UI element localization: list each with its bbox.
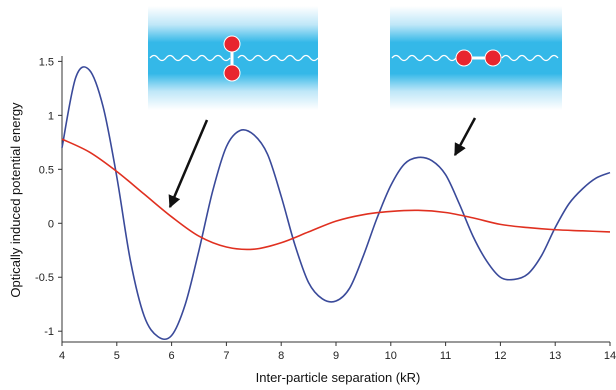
y-axis-title: Optically induced potential energy: [8, 102, 23, 298]
series-line-red: [61, 138, 611, 251]
x-tick-label: 10: [385, 350, 397, 362]
wave-left: [391, 54, 457, 62]
particle-right: [484, 49, 502, 67]
y-tick-label: 1: [48, 110, 54, 122]
wave-left: [149, 54, 231, 62]
y-tick-label: -0.5: [35, 272, 54, 284]
wave-right: [501, 54, 559, 62]
x-tick-label: 5: [114, 350, 120, 362]
particle-left: [455, 49, 473, 67]
y-tick-label: 0.5: [39, 164, 54, 176]
inset-parallel-particles: [390, 6, 562, 110]
x-tick-label: 9: [333, 350, 339, 362]
x-tick-label: 11: [440, 350, 451, 362]
x-tick-label: 7: [223, 350, 229, 362]
x-tick-label: 13: [549, 350, 561, 362]
x-tick-label: 8: [278, 350, 284, 362]
y-tick-label: 1.5: [39, 56, 54, 68]
y-tick-label: -1: [44, 326, 54, 338]
x-tick-label: 4: [59, 350, 65, 362]
x-tick-label: 14: [604, 350, 616, 362]
x-tick-label: 6: [169, 350, 175, 362]
x-axis-title: Inter-particle separation (kR): [256, 370, 421, 385]
arrow-inset-2: [453, 117, 477, 157]
wave-right: [237, 54, 319, 62]
arrow-inset-1: [168, 119, 209, 209]
y-tick-label: 0: [48, 218, 54, 230]
particle-top: [223, 35, 241, 53]
inset-perpendicular-particles: [148, 6, 319, 110]
x-tick-label: 12: [494, 350, 506, 362]
series-line-blue: [61, 66, 611, 341]
particle-bottom: [223, 64, 241, 82]
